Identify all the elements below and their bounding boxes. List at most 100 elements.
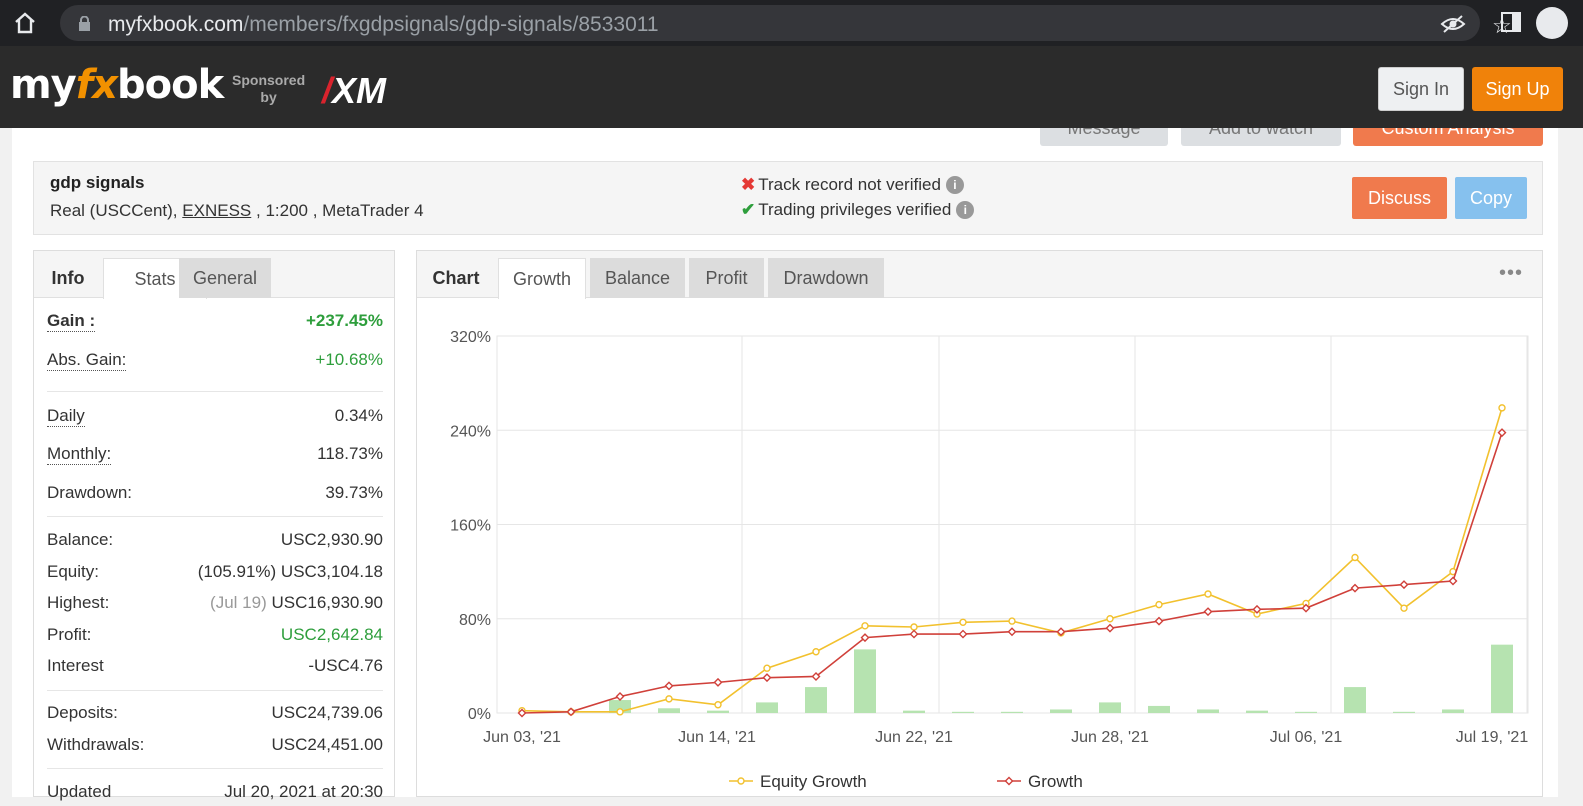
address-bar[interactable]: myfxbook.com/members/fxgdpsignals/gdp-si… [60, 5, 1512, 41]
daily-bar [903, 710, 925, 713]
legend-growth-marker [1004, 776, 1014, 786]
growth-point [1497, 428, 1507, 438]
stat-balance: Balance: USC2,930.90 [47, 530, 383, 549]
sponsored-label: Sponsored by [232, 72, 306, 105]
daily-bar [1099, 702, 1121, 713]
add-to-watch-button[interactable]: Add to watch [1181, 128, 1341, 146]
daily-bar [1295, 711, 1317, 713]
track-record-status: ✖ Track record not verified i [741, 175, 964, 195]
xm-logo[interactable]: /XM [322, 70, 387, 111]
stat-deposits: Deposits: USC24,739.06 [47, 703, 383, 722]
growth-point [713, 677, 723, 687]
incognito-icon[interactable] [1536, 7, 1568, 39]
growth-point [517, 708, 527, 718]
sign-in-button[interactable]: Sign In [1378, 67, 1464, 111]
stat-drawdown: Drawdown: 39.73% [47, 483, 383, 502]
daily-bar [1001, 711, 1023, 713]
stat-daily: Daily 0.34% [47, 406, 383, 427]
daily-bar [1442, 709, 1464, 713]
check-icon: ✔ [741, 200, 756, 219]
divider [47, 768, 383, 769]
eye-slash-icon[interactable] [1440, 14, 1466, 34]
growth-point [1154, 616, 1164, 626]
sign-up-button[interactable]: Sign Up [1472, 67, 1563, 111]
equity-growth-point [616, 708, 624, 716]
myfxbook-logo[interactable]: myfxbook [10, 62, 224, 108]
daily-bar [1246, 710, 1268, 713]
daily-bar [1197, 709, 1219, 713]
x-tick-label: Jul 19, '21 [1456, 729, 1529, 746]
chart-tabs: Chart Growth Balance Profit Drawdown ••• [417, 251, 1542, 299]
growth-point [1448, 576, 1458, 586]
daily-bar [658, 708, 680, 713]
info-icon[interactable]: i [945, 176, 964, 194]
y-tick-label: 80% [459, 612, 491, 629]
discuss-button[interactable]: Discuss [1352, 177, 1447, 219]
home-icon[interactable] [12, 10, 38, 36]
more-dots-icon[interactable]: ••• [1499, 262, 1524, 284]
stat-updated: Updated Jul 20, 2021 at 20:30 [47, 782, 383, 801]
tab-chart: Chart [432, 268, 480, 288]
equity-growth-point [812, 648, 820, 656]
growth-point [1399, 580, 1409, 590]
daily-bar [854, 649, 876, 713]
growth-point [811, 671, 821, 681]
y-tick-label: 0% [468, 706, 491, 723]
equity-growth-point [910, 623, 918, 631]
equity-growth-point [1498, 404, 1506, 412]
daily-bar [1393, 711, 1415, 713]
growth-point [1252, 604, 1262, 614]
tab-general[interactable]: General [179, 258, 271, 298]
x-tick-label: Jun 22, '21 [875, 729, 953, 746]
broker-link[interactable]: EXNESS [182, 201, 252, 220]
tab-profit[interactable]: Profit [689, 258, 764, 298]
daily-bar [1148, 705, 1170, 713]
growth-point [615, 692, 625, 701]
x-tick-label: Jun 14, '21 [678, 729, 756, 746]
divider [47, 516, 383, 517]
site-header: myfxbook Sponsored by /XM Sign In Sign Up [0, 46, 1583, 128]
stat-interest: Interest -USC4.76 [47, 656, 383, 675]
equity-growth-point [665, 695, 673, 703]
growth-point [958, 629, 968, 639]
equity-growth-point [763, 664, 771, 672]
legend-growth: Growth [1028, 772, 1083, 791]
equity-growth-point [1204, 590, 1212, 598]
x-tick-label: Jul 06, '21 [1270, 729, 1343, 746]
tab-info[interactable]: Info [51, 268, 85, 288]
daily-bar [952, 711, 974, 713]
daily-bar [805, 687, 827, 713]
y-tick-label: 320% [450, 329, 491, 346]
info-icon[interactable]: i [956, 201, 975, 219]
growth-point [860, 633, 870, 643]
message-button[interactable]: Message [1040, 128, 1168, 146]
tab-drawdown[interactable]: Drawdown [768, 258, 884, 298]
growth-point [1105, 623, 1115, 633]
x-tick-label: Jun 28, '21 [1071, 729, 1149, 746]
y-tick-label: 160% [450, 518, 491, 535]
equity-growth-point [959, 618, 967, 626]
growth-point [909, 629, 919, 639]
stat-profit: Profit: USC2,642.84 [47, 625, 383, 644]
equity-growth-point [861, 622, 869, 630]
growth-point [566, 707, 576, 717]
growth-point [1301, 603, 1311, 613]
stat-highest: Highest: (Jul 19) USC16,930.90 [47, 593, 383, 612]
side-panel-icon[interactable] [1501, 12, 1521, 32]
tab-balance[interactable]: Balance [590, 258, 685, 298]
tab-growth[interactable]: Growth [498, 258, 586, 299]
stat-withdrawals: Withdrawals: USC24,451.00 [47, 735, 383, 754]
cross-icon: ✖ [741, 175, 756, 194]
stats-tabs: Info Stats General [34, 251, 394, 299]
custom-analysis-button[interactable]: Custom Analysis [1353, 128, 1543, 146]
url-text: myfxbook.com/members/fxgdpsignals/gdp-si… [108, 13, 659, 36]
growth-point [1056, 627, 1066, 637]
equity-growth-point [1155, 600, 1163, 609]
account-summary: gdp signals Real (USCCent), EXNESS , 1:2… [33, 161, 1543, 235]
stat-gain: Gain : +237.45% [47, 311, 383, 332]
y-tick-label: 240% [450, 423, 491, 440]
stat-monthly: Monthly: 118.73% [47, 444, 383, 465]
divider [47, 690, 383, 691]
growth-chart: 0% 80% 160% 240% 320% Jun 03, '21 Jun 14, '21 J… [450, 329, 1529, 791]
copy-button[interactable]: Copy [1455, 177, 1527, 219]
